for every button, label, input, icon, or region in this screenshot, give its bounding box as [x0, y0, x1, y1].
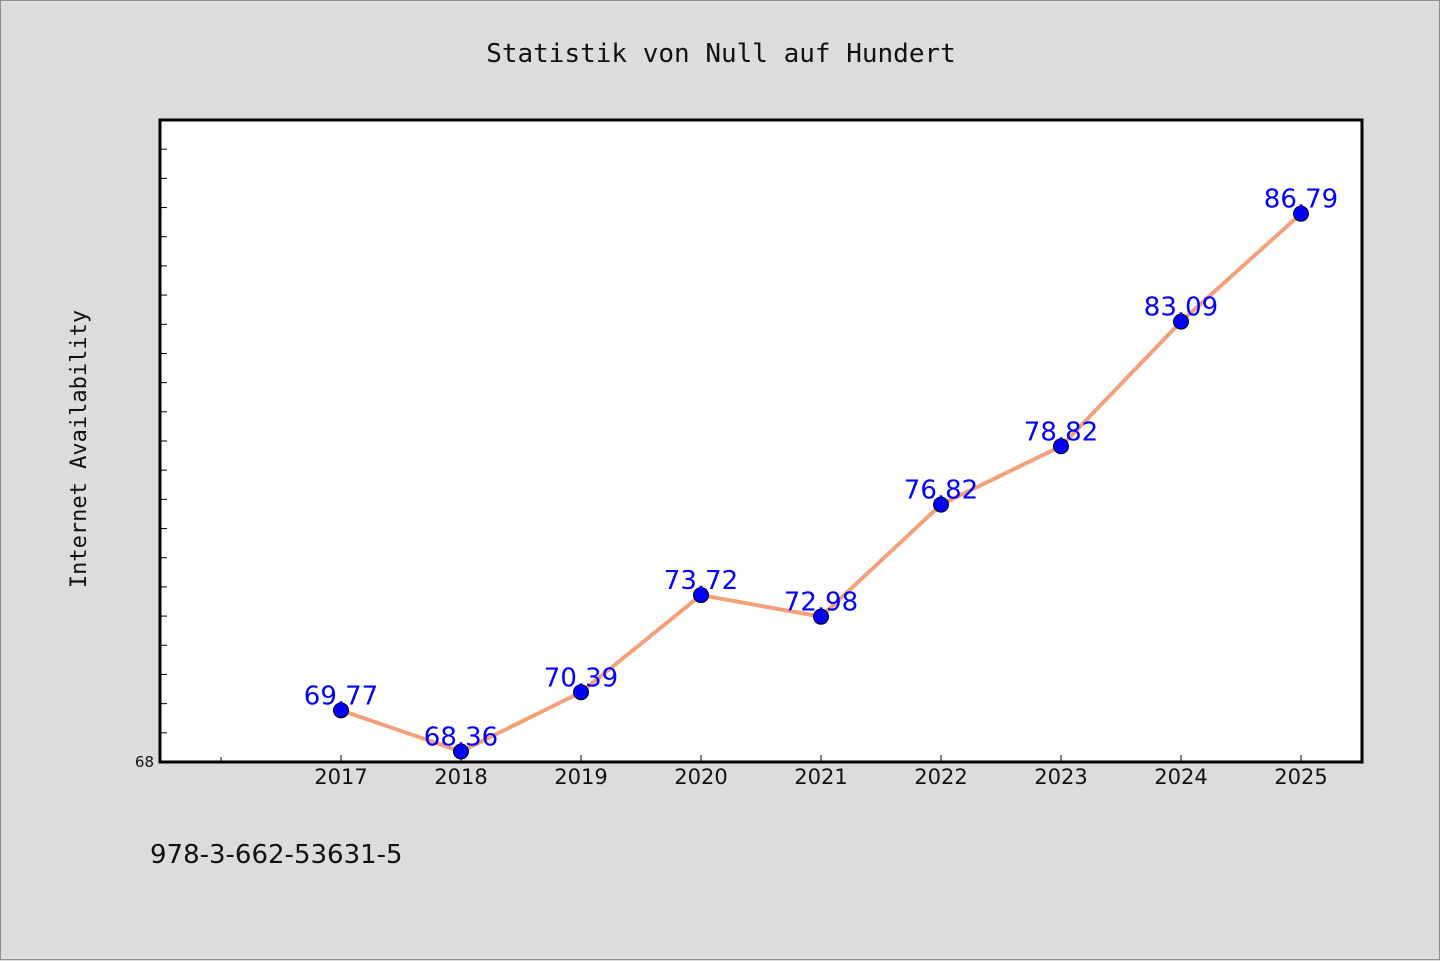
y-axis-ticks: 68	[135, 148, 167, 771]
data-point	[333, 702, 349, 719]
data-point	[693, 587, 709, 604]
plot-area	[158, 118, 1364, 764]
y-axis-label: Internet Availability	[67, 310, 92, 588]
x-axis-ticks: 2017 2018 2019 2020 2021 2022 2023 2024 2025	[220, 755, 1328, 789]
data-point	[933, 496, 949, 513]
data-point	[453, 743, 469, 760]
isbn-footer: 978-3-662-53631-5	[150, 840, 403, 870]
y-tick-label: 68	[135, 753, 154, 771]
data-point	[573, 684, 589, 701]
x-tick-label: 2024	[1154, 765, 1207, 789]
data-point	[1173, 313, 1189, 330]
data-point	[1053, 438, 1069, 455]
data-label: 69.77	[304, 681, 378, 711]
x-tick-label: 2025	[1274, 765, 1327, 789]
data-label: 73.72	[664, 566, 738, 596]
data-label: 70.39	[544, 663, 618, 693]
x-tick-label: 2017	[314, 765, 367, 789]
data-label: 76.82	[904, 476, 978, 506]
data-point	[1293, 205, 1309, 222]
x-tick-label: 2020	[674, 765, 727, 789]
data-label: 78.82	[1024, 417, 1098, 447]
data-label: 68.36	[424, 722, 498, 752]
data-label: 86.79	[1264, 185, 1338, 215]
x-tick-label: 2019	[554, 765, 607, 789]
data-label: 83.09	[1144, 293, 1218, 323]
data-labels: 69.77 68.36 70.39 73.72 72.98 76.82 78.82 83.09…	[304, 185, 1338, 753]
data-label: 72.98	[784, 588, 858, 618]
x-tick-label: 2021	[794, 765, 847, 789]
x-tick-label: 2022	[914, 765, 967, 789]
data-point	[813, 608, 829, 625]
x-tick-label: 2023	[1034, 765, 1087, 789]
data-markers	[333, 205, 1309, 760]
chart-title: Statistik von Null auf Hundert	[486, 39, 956, 69]
x-tick-label: 2018	[434, 765, 487, 789]
